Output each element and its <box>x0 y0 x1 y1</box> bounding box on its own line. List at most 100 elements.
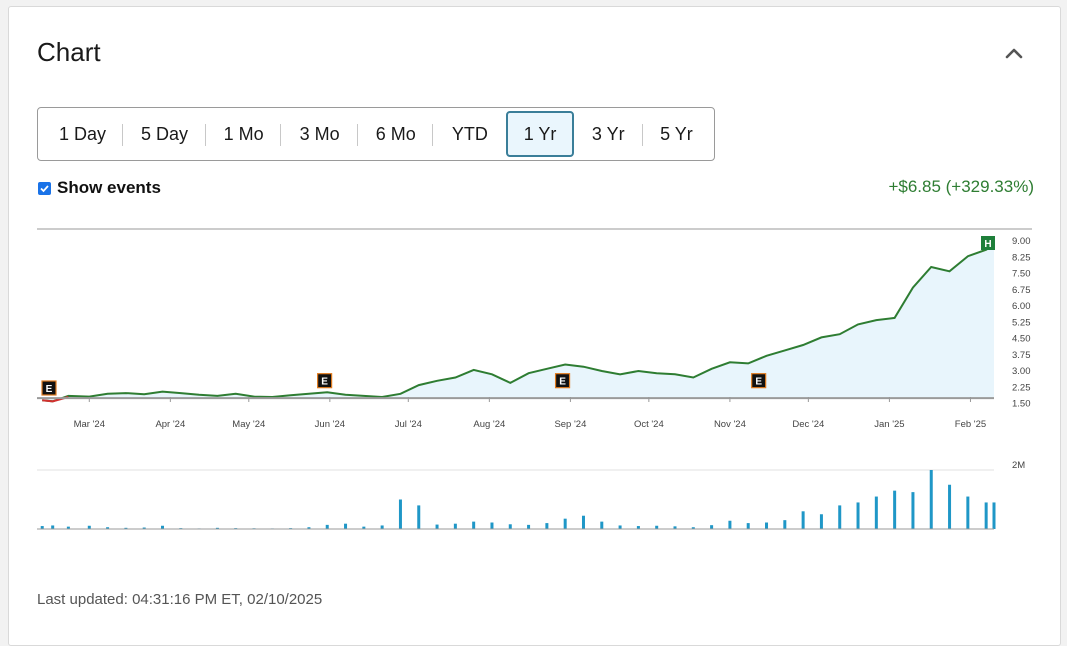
price-change: +$6.85 (+329.33%) <box>888 177 1034 196</box>
volume-bar <box>51 525 55 529</box>
last-updated: Last updated: 04:31:16 PM ET, 02/10/2025 <box>37 591 323 608</box>
y-tick-label: 3.00 <box>1012 366 1031 377</box>
event-marker-e <box>554 373 571 389</box>
x-tick-label: Jan '25 <box>874 419 904 430</box>
volume-bar <box>508 524 512 529</box>
range-1-day[interactable]: 1 Day <box>42 111 124 157</box>
volume-bar <box>106 527 110 529</box>
volume-bar <box>728 520 732 529</box>
volume-bar <box>746 523 750 529</box>
show-events-checkbox[interactable] <box>38 181 51 195</box>
volume-bar <box>87 525 91 529</box>
x-tick-label: Jul '24 <box>395 419 422 430</box>
volume-bar <box>380 525 384 529</box>
event-marker-label: E <box>46 384 53 395</box>
event-marker-e <box>41 380 57 396</box>
range-3-yr-label: 3 Yr <box>591 123 625 144</box>
y-tick-label: 2.25 <box>1012 382 1031 393</box>
range-5-yr[interactable]: 5 Yr <box>643 111 710 157</box>
volume-bar <box>417 505 421 529</box>
volume-y-tick-label: 2M <box>1012 460 1025 471</box>
volume-bar <box>527 524 531 529</box>
y-tick-label: 6.75 <box>1012 285 1031 296</box>
y-tick-label: 8.25 <box>1012 252 1031 263</box>
x-tick-label: May '24 <box>232 419 265 430</box>
volume-bar <box>490 522 494 529</box>
volume-bar <box>362 526 366 529</box>
event-marker-e <box>751 373 767 389</box>
y-tick-label: 3.75 <box>1012 350 1031 361</box>
y-tick-label: 4.50 <box>1012 334 1031 345</box>
price-area <box>42 244 994 402</box>
x-tick-label: Aug '24 <box>473 419 505 430</box>
volume-bar <box>710 525 714 529</box>
range-1-yr-label: 1 Yr <box>523 123 557 144</box>
volume-bar <box>124 527 128 529</box>
volume-bar <box>966 496 970 529</box>
volume-bar <box>161 525 165 529</box>
volume-bar <box>215 527 219 529</box>
volume-bar <box>142 527 146 529</box>
x-tick-label: Jun '24 <box>315 419 345 430</box>
range-5-day[interactable]: 5 Day <box>123 111 207 157</box>
y-tick-label: 6.00 <box>1012 301 1031 312</box>
show-events-toggle[interactable]: Show events <box>38 178 161 198</box>
volume-bar <box>929 470 933 529</box>
event-marker-label: E <box>321 377 328 388</box>
event-marker-label: E <box>755 377 762 388</box>
price-line <box>42 243 995 403</box>
range-1-mo[interactable]: 1 Mo <box>206 111 282 157</box>
x-tick-label: Sep '24 <box>554 419 586 430</box>
x-tick-label: Oct '24 <box>634 419 664 430</box>
volume-bar <box>838 505 842 529</box>
range-5-day-label: 5 Day <box>141 123 189 144</box>
time-range-selector: 1 Day 5 Day 1 Mo 3 Mo 6 Mo YTD 1 Yr 3 Yr… <box>37 107 715 161</box>
range-ytd[interactable]: YTD <box>433 111 506 157</box>
x-tick-label: Mar '24 <box>74 419 105 430</box>
volume-bar <box>801 511 805 529</box>
event-marker-e <box>317 373 333 389</box>
event-marker-label: H <box>984 239 991 250</box>
volume-bar <box>911 492 915 529</box>
range-6-mo-label: 6 Mo <box>375 123 416 144</box>
volume-bar <box>636 526 640 529</box>
volume-bar <box>691 527 695 529</box>
volume-bar <box>545 523 549 529</box>
range-ytd-label: YTD <box>451 123 488 144</box>
volume-bar <box>618 525 622 529</box>
volume-bar <box>600 521 604 529</box>
chevron-up-icon <box>1005 48 1023 59</box>
volume-bar <box>40 526 44 529</box>
volume-bar <box>398 499 402 529</box>
range-3-yr[interactable]: 3 Yr <box>574 111 644 157</box>
range-1-day-label: 1 Day <box>59 123 107 144</box>
volume-bar <box>819 514 823 529</box>
volume-bar <box>893 490 897 529</box>
y-tick-label: 5.25 <box>1012 317 1031 328</box>
collapse-chevron-icon[interactable] <box>1002 41 1026 65</box>
y-tick-label: 7.50 <box>1012 269 1031 280</box>
event-marker-label: E <box>559 377 566 388</box>
x-tick-label: Nov '24 <box>714 419 746 430</box>
show-events-label: Show events <box>57 178 161 197</box>
volume-bar <box>66 526 70 529</box>
volume-bar <box>325 524 329 529</box>
range-5-yr-label: 5 Yr <box>660 123 693 144</box>
volume-bar <box>453 523 457 529</box>
event-marker-h <box>981 236 995 250</box>
volume-bar <box>563 518 567 529</box>
volume-bar <box>655 525 659 529</box>
volume-bar <box>435 524 439 529</box>
range-6-mo[interactable]: 6 Mo <box>358 111 434 157</box>
checkmark-icon <box>40 184 49 192</box>
volume-bar <box>765 522 769 529</box>
range-3-mo[interactable]: 3 Mo <box>281 111 359 157</box>
volume-bar <box>856 502 860 529</box>
y-tick-label: 1.50 <box>1012 399 1031 410</box>
range-1-yr[interactable]: 1 Yr <box>506 111 574 157</box>
y-tick-label: 9.00 <box>1012 236 1031 247</box>
volume-bar <box>581 515 585 529</box>
volume-bar <box>307 527 311 529</box>
volume-bar <box>472 521 476 529</box>
